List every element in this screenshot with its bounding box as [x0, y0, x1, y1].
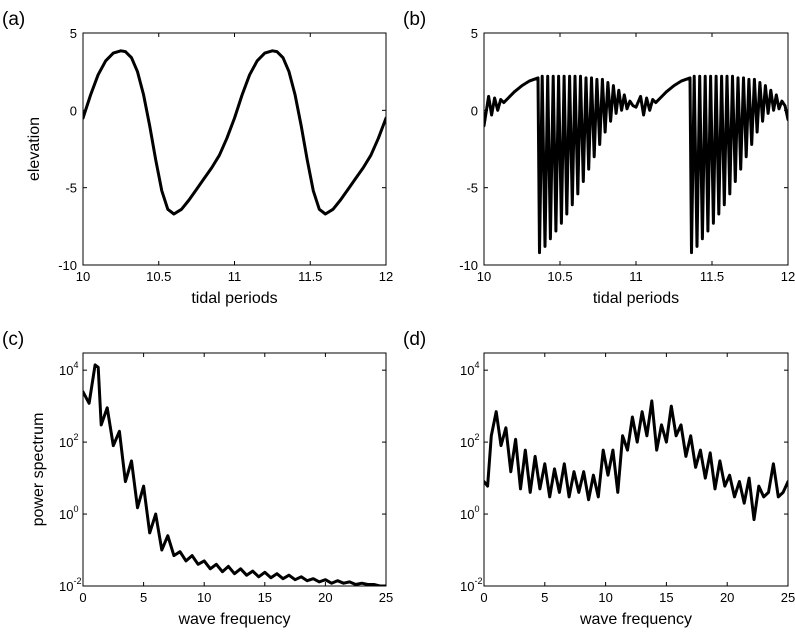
x-tick-label: 11.5: [700, 269, 724, 284]
y-tick-base: 10: [59, 579, 73, 594]
panel-label: (d): [403, 329, 426, 350]
panel-label: (c): [2, 329, 24, 350]
y-tick-label: -5: [466, 181, 478, 196]
y-tick-label: 104: [460, 360, 479, 378]
y-tick-exponent: -2: [474, 576, 482, 586]
x-tick-label: 15: [659, 590, 673, 605]
y-tick-base: 10: [460, 435, 474, 450]
y-tick-exponent: 4: [474, 360, 479, 370]
x-tick-label: 12: [781, 269, 795, 284]
x-tick-label: 10: [598, 590, 612, 605]
y-tick-exponent: 2: [73, 432, 78, 442]
y-tick-exponent: 0: [73, 504, 78, 514]
x-axis-label: wave frequency: [177, 611, 290, 628]
x-axis-label: tidal periods: [191, 290, 277, 307]
y-tick-label: 5: [471, 26, 478, 41]
y-tick-base: 10: [460, 363, 474, 378]
y-tick-label: 104: [59, 360, 78, 378]
y-tick-label: 10-2: [460, 576, 482, 594]
y-tick-label: -5: [65, 181, 77, 196]
x-tick-label: 11.5: [298, 269, 322, 284]
x-tick-label: 10: [76, 269, 90, 284]
panel-label: (b): [403, 9, 426, 30]
y-tick-label: 102: [460, 432, 479, 450]
x-tick-label: 12: [379, 269, 393, 284]
x-tick-label: 10: [197, 590, 211, 605]
y-tick-label: 100: [59, 504, 78, 522]
x-tick-label: 5: [140, 590, 147, 605]
y-tick-label: 0: [70, 103, 77, 118]
x-tick-label: 25: [781, 590, 795, 605]
x-tick-label: 15: [258, 590, 272, 605]
series-line: [83, 49, 386, 216]
plot-frame: [82, 352, 387, 587]
x-tick-label: 5: [541, 590, 548, 605]
x-tick-label: 20: [720, 590, 734, 605]
x-axis-label: tidal periods: [593, 290, 679, 307]
x-axis-label: wave frequency: [579, 611, 692, 628]
y-tick-base: 10: [59, 363, 73, 378]
y-tick-exponent: -2: [73, 576, 81, 586]
panel-label: (a): [2, 9, 25, 30]
x-tick-label: 20: [318, 590, 332, 605]
y-tick-exponent: 2: [474, 432, 479, 442]
y-tick-label: 10-2: [59, 576, 81, 594]
y-tick-label: -10: [459, 258, 478, 273]
x-tick-label: 11: [629, 269, 643, 284]
y-tick-label: 5: [70, 26, 77, 41]
series-line: [484, 399, 788, 522]
plot-frame: [483, 352, 789, 587]
y-tick-base: 10: [460, 579, 474, 594]
y-axis-label: elevation: [26, 117, 43, 181]
x-tick-label: 0: [79, 590, 86, 605]
y-tick-base: 10: [59, 507, 73, 522]
panel-a: (a) 10 10.5 11 11.5 12 -10 -5 0 5 tidal periods ele…: [2, 9, 393, 307]
series-line: [83, 363, 386, 586]
x-tick-label: 0: [480, 590, 487, 605]
y-tick-label: 102: [59, 432, 78, 450]
x-tick-label: 10: [477, 269, 491, 284]
y-tick-label: 0: [471, 103, 478, 118]
panel-b: (b) 10 10.5 11 11.5 12 -10 -5 0 5 tidal periods: [403, 9, 795, 307]
plot-frame: [82, 32, 387, 266]
series-line: [484, 74, 788, 255]
y-tick-base: 10: [59, 435, 73, 450]
y-tick-label: -10: [58, 258, 77, 273]
y-tick-base: 10: [460, 507, 474, 522]
y-tick-label: 100: [460, 504, 479, 522]
y-axis-label: power spectrum: [30, 413, 47, 527]
y-tick-exponent: 4: [73, 360, 78, 370]
x-tick-label: 10.5: [146, 269, 171, 284]
x-tick-label: 11: [228, 269, 242, 284]
x-tick-label: 10.5: [547, 269, 572, 284]
x-tick-label: 25: [379, 590, 393, 605]
y-tick-exponent: 0: [474, 504, 479, 514]
